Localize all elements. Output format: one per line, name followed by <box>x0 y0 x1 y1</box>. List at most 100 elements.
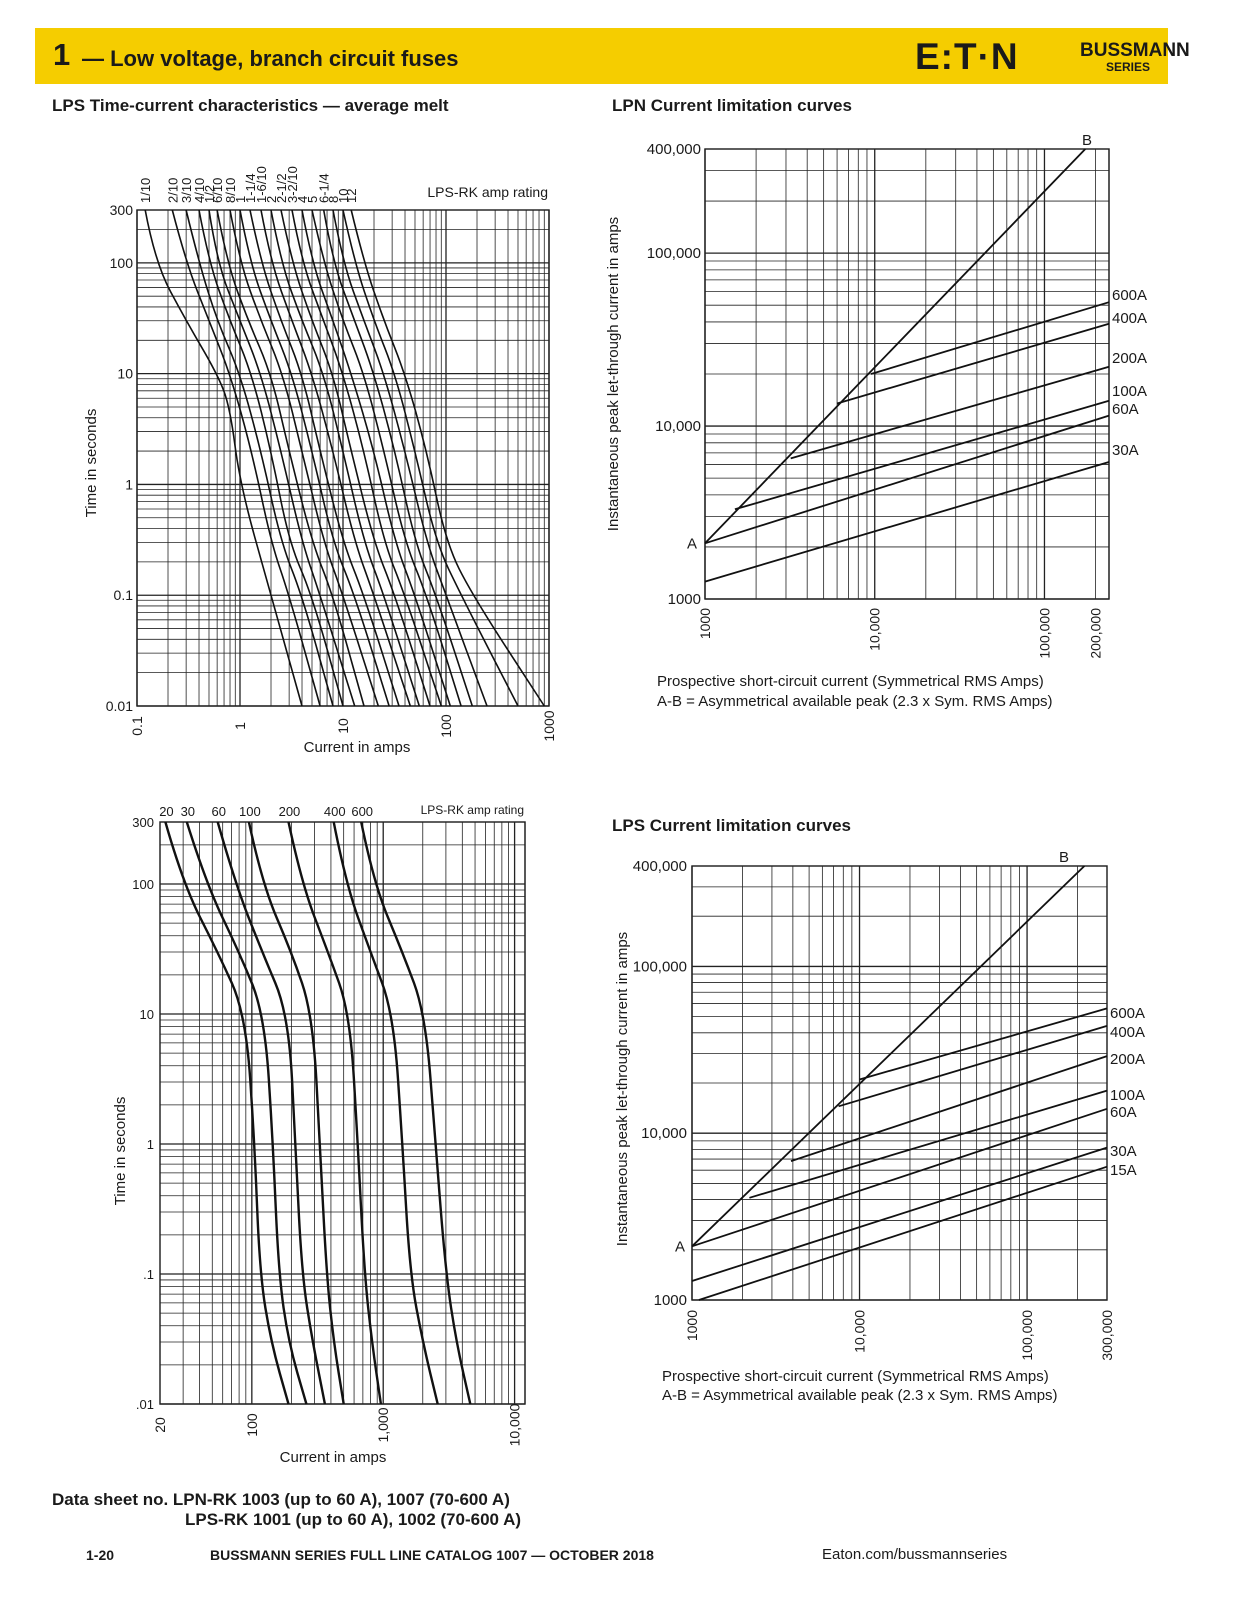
curve-6 <box>229 209 380 707</box>
x-tick-label: 100 <box>438 714 454 738</box>
x-tick-label: 1000 <box>541 710 557 741</box>
series-label: 1 <box>233 196 248 203</box>
series-label: 1/10 <box>138 178 153 203</box>
website-link[interactable]: Eaton.com/bussmannseries <box>822 1546 1008 1563</box>
y-tick-label: 300 <box>132 815 154 830</box>
series-label: 30A <box>1110 1143 1137 1160</box>
series-label: 400 <box>324 804 346 819</box>
x-tick-label: 1,000 <box>375 1407 391 1442</box>
y-tick-label: 300 <box>110 202 134 218</box>
y-tick-label: 100,000 <box>647 245 701 262</box>
limit-line-3 <box>790 365 1110 460</box>
series-label: 30A <box>1112 442 1139 459</box>
limit-line-0 <box>704 148 1086 544</box>
series-label: 4 <box>295 196 310 203</box>
curve-3 <box>198 209 344 707</box>
curve-15 <box>322 209 474 707</box>
series-label: 200A <box>1112 350 1147 367</box>
point-b-label: B <box>1059 849 1069 866</box>
x-tick-label: 10,000 <box>507 1403 523 1446</box>
series-label: 8 <box>326 196 341 203</box>
x-axis-label-2: A-B = Asymmetrical available peak (2.3 x… <box>662 1387 1058 1404</box>
series-label: 400A <box>1110 1024 1145 1041</box>
x-axis-label: Prospective short-circuit current (Symme… <box>657 673 1044 690</box>
curve-2 <box>185 209 334 707</box>
curve-8 <box>249 209 400 707</box>
datasheet-line-1: Data sheet no. LPN-RK 1003 (up to 60 A),… <box>52 1490 510 1509</box>
series-label: 30 <box>181 804 195 819</box>
curve-3 <box>247 821 345 1405</box>
series-label: 6-1/4 <box>317 173 332 203</box>
x-tick-label: 300,000 <box>1099 1310 1115 1361</box>
point-b-label: B <box>1082 132 1092 149</box>
limit-line-6 <box>691 1146 1108 1282</box>
y-tick-label: 10 <box>140 1007 154 1022</box>
curve-13 <box>301 209 452 707</box>
curve-18 <box>350 209 545 707</box>
datasheet-line-2: LPS-RK 1001 (up to 60 A), 1002 (70-600 A… <box>185 1510 522 1529</box>
x-tick-label: 0.1 <box>129 716 145 736</box>
section-number: 1 <box>53 37 71 72</box>
curve-9 <box>260 209 412 707</box>
y-tick-label: 1 <box>125 476 133 492</box>
x-tick-label: 10 <box>335 718 351 734</box>
series-label: 600A <box>1112 287 1147 304</box>
y-tick-label: 10,000 <box>655 418 701 435</box>
series-label: 15A <box>1110 1162 1137 1179</box>
x-tick-label: 1 <box>232 722 248 730</box>
y-tick-label: 400,000 <box>647 141 701 158</box>
y-tick-label: 100 <box>132 877 154 892</box>
limit-line-1 <box>870 301 1110 375</box>
curve-12 <box>291 209 443 707</box>
series-label: 8/10 <box>223 178 238 203</box>
x-tick-label: 10,000 <box>852 1310 868 1353</box>
series-label: 100 <box>239 804 261 819</box>
series-label: 1/2 <box>202 185 217 203</box>
curve-16 <box>332 209 488 707</box>
series-label: 20 <box>159 804 173 819</box>
y-axis-label: Time in seconds <box>112 1097 129 1206</box>
y-axis-label: Time in seconds <box>83 409 100 518</box>
series-label: 200A <box>1110 1051 1145 1068</box>
series-label: 60A <box>1112 401 1139 418</box>
curve-0 <box>144 209 303 707</box>
series-label: 3-2/10 <box>285 166 300 203</box>
curve-11 <box>280 209 431 707</box>
limit-line-2 <box>838 1025 1108 1108</box>
tr-chart-title: LPN Current limitation curves <box>612 96 852 115</box>
section-title: — Low voltage, branch circuit fuses <box>82 46 459 71</box>
series-label: 100A <box>1112 383 1147 400</box>
page-number: 1-20 <box>86 1547 115 1563</box>
curve-5 <box>216 209 365 707</box>
x-tick-label: 10,000 <box>867 608 883 651</box>
curve-2 <box>216 821 327 1405</box>
series-label: 400A <box>1112 310 1147 327</box>
y-axis-label: Instantaneous peak let-through current i… <box>605 217 622 531</box>
series-label: 2 <box>264 196 279 203</box>
limit-line-4 <box>734 399 1110 511</box>
tl-chart-title: LPS Time-current characteristics — avera… <box>52 96 449 115</box>
x-axis-label: Current in amps <box>304 739 411 756</box>
limit-line-0 <box>691 865 1086 1247</box>
br-chart-title: LPS Current limitation curves <box>612 816 851 835</box>
x-tick-label: 200,000 <box>1088 608 1104 659</box>
x-tick-label: 1000 <box>684 1310 700 1341</box>
series-label: 60 <box>211 804 225 819</box>
y-tick-label: 1000 <box>668 591 701 608</box>
series-label: 4/10 <box>192 178 207 203</box>
y-tick-label: 10,000 <box>641 1125 687 1142</box>
limit-line-5 <box>704 414 1110 545</box>
point-a-label: A <box>675 1238 685 1255</box>
curve-10 <box>270 209 421 707</box>
curve-6 <box>360 821 472 1405</box>
y-tick-label: .1 <box>143 1267 154 1282</box>
point-a-label: A <box>687 535 697 552</box>
curve-1 <box>171 209 321 707</box>
curve-4 <box>287 821 383 1405</box>
series-label: 60A <box>1110 1104 1137 1121</box>
series-label: 2/10 <box>165 178 180 203</box>
